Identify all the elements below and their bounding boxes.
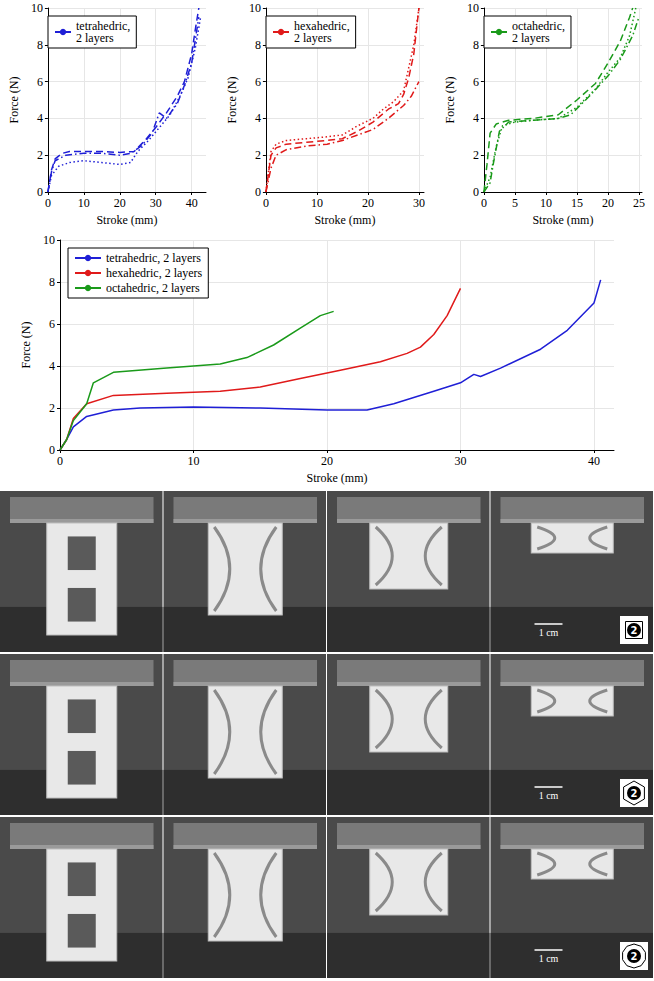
svg-text:0: 0 (37, 185, 43, 199)
svg-text:0: 0 (49, 443, 55, 457)
svg-text:2: 2 (37, 148, 43, 162)
svg-text:Stroke (mm): Stroke (mm) (307, 471, 368, 485)
svg-text:20: 20 (114, 196, 126, 210)
svg-text:40: 40 (186, 196, 198, 210)
svg-text:Stroke (mm): Stroke (mm) (96, 213, 157, 227)
svg-text:2 layers: 2 layers (294, 31, 332, 45)
svg-text:4: 4 (255, 111, 261, 125)
svg-text:tetrahedric,: tetrahedric, (76, 19, 131, 33)
svg-text:hexahedric, 2 layers: hexahedric, 2 layers (106, 266, 203, 280)
svg-text:10: 10 (249, 1, 261, 15)
svg-text:1 cm: 1 cm (539, 627, 559, 638)
svg-text:0: 0 (57, 454, 63, 468)
svg-text:Force (N): Force (N) (19, 322, 33, 369)
svg-text:Force (N): Force (N) (443, 77, 457, 124)
svg-text:octahedric, 2 layers: octahedric, 2 layers (106, 281, 200, 295)
svg-text:2: 2 (49, 401, 55, 415)
svg-text:8: 8 (473, 38, 479, 52)
svg-text:6: 6 (37, 75, 43, 89)
svg-text:40: 40 (588, 454, 600, 468)
svg-text:2 layers: 2 layers (512, 31, 550, 45)
svg-text:4: 4 (473, 111, 479, 125)
svg-text:10: 10 (31, 1, 43, 15)
svg-text:0: 0 (45, 196, 51, 210)
svg-text:Force (N): Force (N) (7, 77, 21, 124)
svg-text:0: 0 (263, 196, 269, 210)
svg-text:8: 8 (255, 38, 261, 52)
svg-text:8: 8 (37, 38, 43, 52)
svg-text:2 layers: 2 layers (76, 31, 114, 45)
svg-text:0: 0 (481, 196, 487, 210)
svg-text:30: 30 (454, 454, 466, 468)
svg-text:10: 10 (540, 196, 552, 210)
svg-text:5: 5 (512, 196, 518, 210)
svg-text:4: 4 (37, 111, 43, 125)
svg-text:20: 20 (362, 196, 374, 210)
svg-text:10: 10 (467, 1, 479, 15)
svg-text:10: 10 (43, 233, 55, 247)
svg-text:20: 20 (321, 454, 333, 468)
svg-text:2: 2 (631, 625, 638, 636)
svg-text:6: 6 (49, 317, 55, 331)
svg-text:Force (N): Force (N) (225, 77, 239, 124)
svg-text:8: 8 (49, 275, 55, 289)
svg-text:6: 6 (473, 75, 479, 89)
svg-text:0: 0 (255, 185, 261, 199)
svg-text:2: 2 (631, 788, 638, 799)
svg-text:octahedric,: octahedric, (512, 19, 565, 33)
svg-text:tetrahedric, 2 layers: tetrahedric, 2 layers (106, 251, 201, 265)
svg-text:0: 0 (473, 185, 479, 199)
svg-text:10: 10 (187, 454, 199, 468)
svg-text:hexahedric,: hexahedric, (294, 19, 350, 33)
svg-text:10: 10 (78, 196, 90, 210)
svg-text:2: 2 (473, 148, 479, 162)
svg-text:Stroke (mm): Stroke (mm) (314, 213, 375, 227)
svg-text:30: 30 (413, 196, 425, 210)
svg-text:1 cm: 1 cm (539, 790, 559, 801)
svg-text:4: 4 (49, 359, 55, 373)
svg-text:30: 30 (150, 196, 162, 210)
svg-text:15: 15 (571, 196, 583, 210)
svg-text:1 cm: 1 cm (539, 953, 559, 964)
svg-text:2: 2 (255, 148, 261, 162)
svg-text:20: 20 (602, 196, 614, 210)
svg-text:2: 2 (631, 951, 638, 962)
svg-text:25: 25 (633, 196, 645, 210)
svg-text:Stroke (mm): Stroke (mm) (532, 213, 593, 227)
svg-text:6: 6 (255, 75, 261, 89)
svg-text:10: 10 (311, 196, 323, 210)
